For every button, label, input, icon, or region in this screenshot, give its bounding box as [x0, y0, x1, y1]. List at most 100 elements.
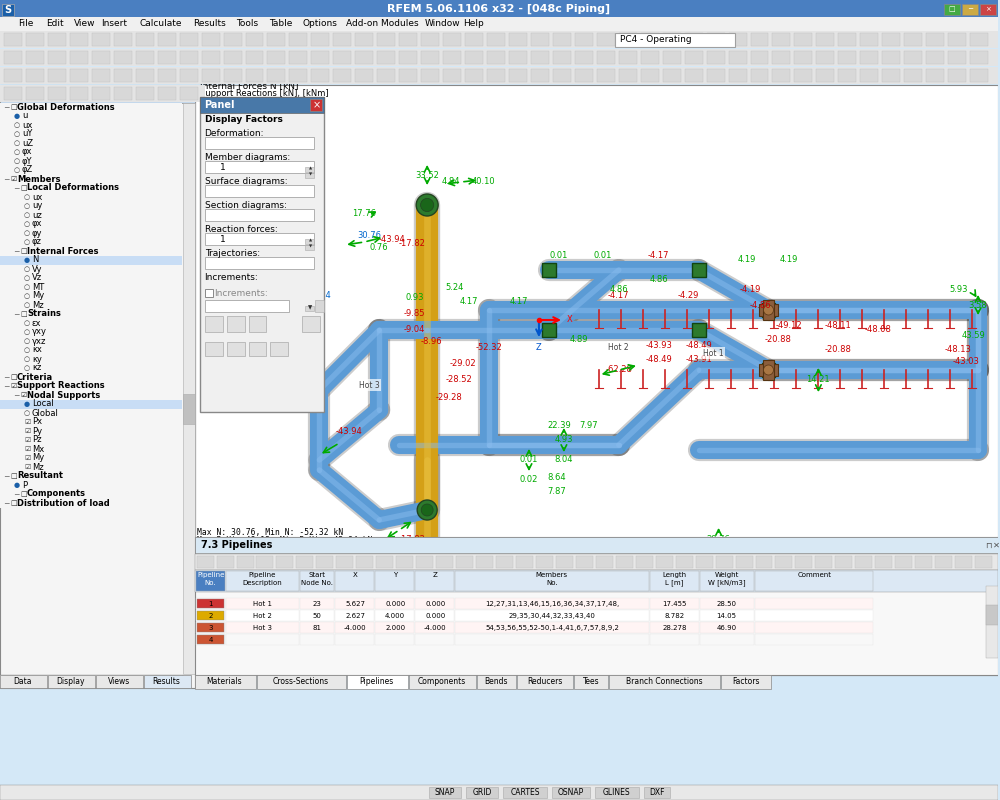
- Text: ○: ○: [14, 131, 20, 137]
- Bar: [355, 51, 373, 64]
- Bar: [986, 605, 998, 625]
- Bar: [926, 69, 944, 82]
- Bar: [707, 51, 725, 64]
- Text: 5.24: 5.24: [445, 283, 463, 293]
- Bar: [0, 220, 182, 229]
- Bar: [700, 610, 754, 621]
- Bar: [335, 598, 374, 609]
- Bar: [553, 69, 571, 82]
- Bar: [226, 598, 299, 609]
- Text: □: □: [10, 500, 17, 506]
- Bar: [0, 130, 182, 139]
- Text: Project Navigator - Results: Project Navigator - Results: [5, 90, 142, 98]
- Bar: [595, 787, 639, 798]
- Text: ─: ─: [4, 373, 9, 382]
- Bar: [443, 33, 461, 46]
- Bar: [751, 33, 768, 46]
- Text: 4.84: 4.84: [442, 178, 460, 186]
- Text: Insert: Insert: [101, 19, 127, 29]
- Text: εx: εx: [32, 318, 41, 327]
- Bar: [276, 556, 293, 568]
- Text: ○: ○: [24, 266, 30, 272]
- Bar: [962, 4, 978, 15]
- Bar: [596, 556, 613, 568]
- Bar: [700, 598, 754, 609]
- Text: ux: ux: [22, 121, 32, 130]
- Bar: [794, 33, 812, 46]
- Text: -4.29: -4.29: [678, 290, 699, 299]
- Bar: [300, 610, 334, 621]
- Text: Local Deformations: Local Deformations: [27, 183, 119, 193]
- Text: φZ: φZ: [22, 166, 33, 174]
- Circle shape: [764, 305, 773, 315]
- Bar: [751, 51, 768, 64]
- Bar: [815, 556, 832, 568]
- Bar: [465, 69, 483, 82]
- Bar: [195, 675, 256, 689]
- Text: ▼: ▼: [308, 306, 313, 310]
- Text: 1: 1: [220, 162, 225, 171]
- Bar: [641, 33, 659, 46]
- Bar: [0, 175, 182, 184]
- Text: -17.82: -17.82: [399, 535, 426, 545]
- Text: Table: Table: [269, 19, 293, 29]
- Text: ○: ○: [24, 410, 30, 416]
- Text: 46.90: 46.90: [717, 625, 737, 631]
- Bar: [197, 611, 224, 620]
- Bar: [205, 161, 314, 173]
- Bar: [707, 33, 725, 46]
- Bar: [217, 556, 234, 568]
- Text: Surface diagrams:: Surface diagrams:: [205, 178, 287, 186]
- Text: My: My: [32, 454, 44, 462]
- Bar: [311, 33, 329, 46]
- Bar: [644, 787, 670, 798]
- Text: ●: ●: [14, 482, 20, 488]
- Text: 2.627: 2.627: [345, 613, 365, 619]
- Text: 0.000: 0.000: [425, 601, 445, 607]
- Bar: [619, 33, 637, 46]
- Bar: [882, 69, 900, 82]
- Text: -52.32: -52.32: [476, 342, 502, 351]
- Text: 40.10: 40.10: [471, 178, 495, 186]
- Bar: [838, 33, 856, 46]
- Text: Px: Px: [32, 418, 42, 426]
- Text: Hot 3: Hot 3: [359, 381, 380, 390]
- Text: ○: ○: [24, 365, 30, 371]
- Circle shape: [421, 198, 434, 212]
- Circle shape: [416, 194, 438, 216]
- Text: ×: ×: [985, 6, 991, 13]
- Bar: [0, 157, 182, 166]
- Text: ○: ○: [24, 275, 30, 281]
- Bar: [0, 283, 182, 292]
- Bar: [355, 69, 373, 82]
- Text: ○: ○: [14, 140, 20, 146]
- Bar: [305, 306, 314, 311]
- Bar: [0, 499, 182, 508]
- Bar: [197, 556, 214, 568]
- Bar: [300, 571, 334, 591]
- Text: Global Deformations: Global Deformations: [17, 102, 115, 111]
- Bar: [970, 33, 988, 46]
- Bar: [676, 556, 693, 568]
- Bar: [736, 556, 753, 568]
- Text: My: My: [32, 291, 44, 301]
- Text: Local: Local: [32, 399, 54, 409]
- Bar: [685, 69, 703, 82]
- Text: ☑: ☑: [24, 428, 30, 434]
- Text: Hot 1: Hot 1: [703, 349, 724, 358]
- Bar: [875, 556, 892, 568]
- Text: GLINES: GLINES: [603, 788, 631, 797]
- Bar: [755, 622, 873, 633]
- Text: 17.82: 17.82: [423, 561, 447, 570]
- Bar: [4, 51, 22, 64]
- Bar: [795, 556, 812, 568]
- Text: 33.52: 33.52: [415, 170, 439, 179]
- Text: Results: Results: [153, 678, 181, 686]
- Bar: [202, 51, 220, 64]
- Text: W [kN/m3]: W [kN/m3]: [708, 580, 745, 586]
- Bar: [650, 634, 699, 645]
- Text: 28.84: 28.84: [397, 561, 421, 570]
- Text: 121.60: 121.60: [381, 582, 411, 590]
- Text: ×: ×: [312, 100, 320, 110]
- Bar: [296, 556, 313, 568]
